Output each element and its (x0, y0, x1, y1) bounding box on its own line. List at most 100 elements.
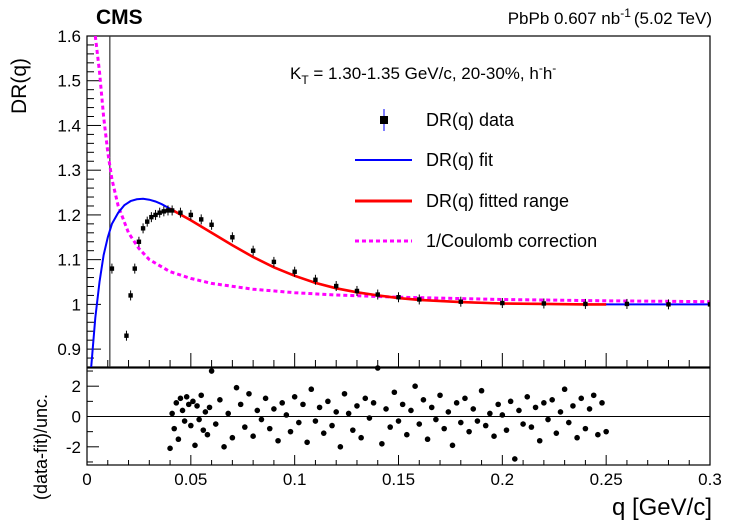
residual-point (408, 407, 414, 414)
residual-point (169, 410, 175, 417)
legend-entry: DR(q) fitted range (355, 191, 569, 211)
series-dr-q-fit (90, 197, 710, 367)
lower-x-axis: 0 0.05 0.1 0.15 0.2 0.25 0.3 (82, 455, 722, 489)
x-tick-label: 0.3 (698, 470, 722, 489)
x-axis-title: q [GeV/c] (612, 494, 712, 521)
kt-subscript: T (301, 73, 309, 87)
data-point (417, 294, 422, 305)
experiment-label: CMS (96, 6, 143, 29)
data-point (707, 299, 710, 310)
residual-point (312, 418, 319, 424)
residual-point (507, 398, 514, 405)
residual-point (333, 409, 340, 415)
legend-entry: 1/Coulomb correction (355, 231, 597, 251)
data-point-marker (396, 295, 401, 300)
residual-point (275, 437, 281, 444)
data-point (624, 298, 630, 309)
legend-label: 1/Coulomb correction (426, 231, 597, 251)
residual-point (541, 400, 547, 406)
data-point-marker (169, 208, 175, 213)
residual-point (474, 418, 481, 424)
dataset-label: PbPb 0.607 nb-1 (5.02 TeV) (508, 6, 712, 28)
data-point-marker (136, 239, 142, 244)
kt-annotation: KT = 1.30-1.35 GeV/c, 20-30%, h-h- (290, 61, 556, 87)
residual-point (557, 409, 564, 415)
residual-point (266, 425, 273, 432)
x-tick-label: 0.2 (491, 470, 515, 489)
upper-series (90, 36, 710, 367)
upper-y-tick-label: 1.5 (57, 72, 81, 91)
data-point-marker (334, 283, 339, 289)
residual-point (536, 437, 543, 444)
dataset-text: PbPb 0.607 nb (508, 9, 620, 28)
residual-point (202, 409, 209, 415)
x-tick-label: 0.15 (382, 470, 415, 489)
data-point (136, 236, 142, 247)
data-point-marker (149, 214, 154, 220)
residual-point (383, 406, 389, 412)
residual-point (250, 433, 256, 440)
residual-point (374, 365, 381, 371)
data-point (354, 285, 360, 296)
residual-point (582, 425, 589, 432)
residual-point (511, 456, 518, 462)
residual-point (424, 436, 431, 443)
residual-point (237, 401, 244, 408)
residual-point (404, 431, 410, 438)
residual-point (545, 416, 551, 423)
lower-panel: -202 0 0.05 0.1 0.15 0.2 0.25 0.3 (data-fit)/u… (31, 365, 722, 521)
residual-point (173, 400, 180, 406)
residual-point (528, 424, 535, 430)
residual-point (395, 418, 402, 424)
residual-point (437, 392, 443, 399)
data-point-marker (375, 292, 380, 297)
x-tick-label: 0.25 (590, 470, 623, 489)
residual-point (495, 401, 501, 408)
residual-point (341, 390, 348, 397)
data-point-marker (541, 301, 547, 306)
residual-point (200, 427, 207, 433)
residual-point (296, 419, 302, 426)
residual-point (192, 442, 198, 449)
data-point (209, 219, 214, 230)
residual-point (387, 424, 393, 430)
residual-point (561, 386, 568, 393)
kt-symbol: K (290, 64, 302, 83)
data-point (666, 299, 671, 310)
residual-point (291, 393, 298, 400)
upper-y-axis-title: DR(q) (8, 58, 31, 114)
data-point (396, 292, 401, 303)
lower-series (87, 365, 710, 462)
data-point-marker (124, 333, 129, 338)
residual-point (379, 440, 385, 447)
residual-point (453, 400, 460, 406)
data-point-marker (157, 210, 162, 215)
data-point-marker (165, 208, 171, 213)
residual-point (499, 412, 506, 418)
x-tick-label: 0.1 (283, 470, 307, 489)
series-dr-q-fitted-range (169, 207, 607, 306)
upper-y-tick-label: 1.6 (57, 27, 81, 46)
data-point (271, 256, 277, 267)
data-point-marker (109, 266, 115, 271)
residual-point (416, 421, 423, 427)
residual-point (586, 406, 593, 412)
data-point-marker (500, 300, 505, 306)
lower-y-tick-label: 2 (72, 377, 81, 396)
residual-point (320, 430, 327, 436)
residual-point (516, 407, 522, 414)
residual-point (532, 404, 539, 411)
residual-point (206, 404, 213, 411)
residual-point (549, 397, 555, 403)
residual-point (204, 431, 211, 438)
upper-y-tick-label: 1.4 (57, 116, 81, 135)
residual-point (262, 395, 269, 402)
residual-point (271, 406, 277, 412)
data-point (292, 266, 297, 277)
residual-point (350, 427, 356, 433)
legend-label: DR(q) fit (426, 150, 493, 170)
residual-point (603, 428, 609, 435)
data-point-marker (417, 297, 422, 302)
residual-point (458, 419, 464, 426)
